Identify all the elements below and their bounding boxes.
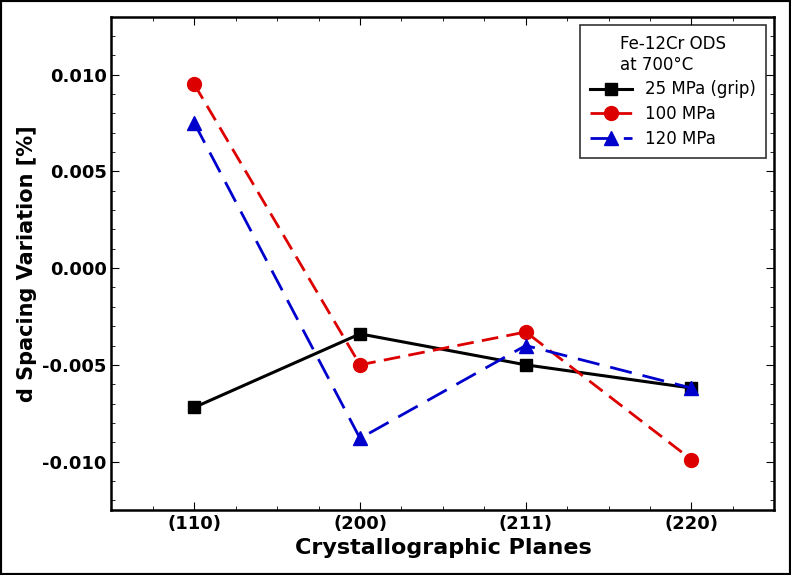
100 MPa: [687, 456, 696, 463]
Line: 25 MPa (grip): 25 MPa (grip): [189, 328, 697, 413]
120 MPa: [355, 435, 365, 442]
Line: 100 MPa: 100 MPa: [187, 78, 698, 466]
120 MPa: [190, 120, 199, 126]
25 MPa (grip): [687, 385, 696, 392]
100 MPa: [190, 81, 199, 88]
120 MPa: [687, 385, 696, 392]
25 MPa (grip): [190, 404, 199, 411]
X-axis label: Crystallographic Planes: Crystallographic Planes: [294, 538, 591, 558]
100 MPa: [521, 328, 531, 335]
25 MPa (grip): [521, 362, 531, 369]
120 MPa: [521, 342, 531, 349]
25 MPa (grip): [355, 331, 365, 338]
100 MPa: [355, 362, 365, 369]
Y-axis label: d Spacing Variation [%]: d Spacing Variation [%]: [17, 125, 36, 401]
Line: 120 MPa: 120 MPa: [187, 116, 698, 445]
Legend: 25 MPa (grip), 100 MPa, 120 MPa: 25 MPa (grip), 100 MPa, 120 MPa: [580, 25, 766, 158]
